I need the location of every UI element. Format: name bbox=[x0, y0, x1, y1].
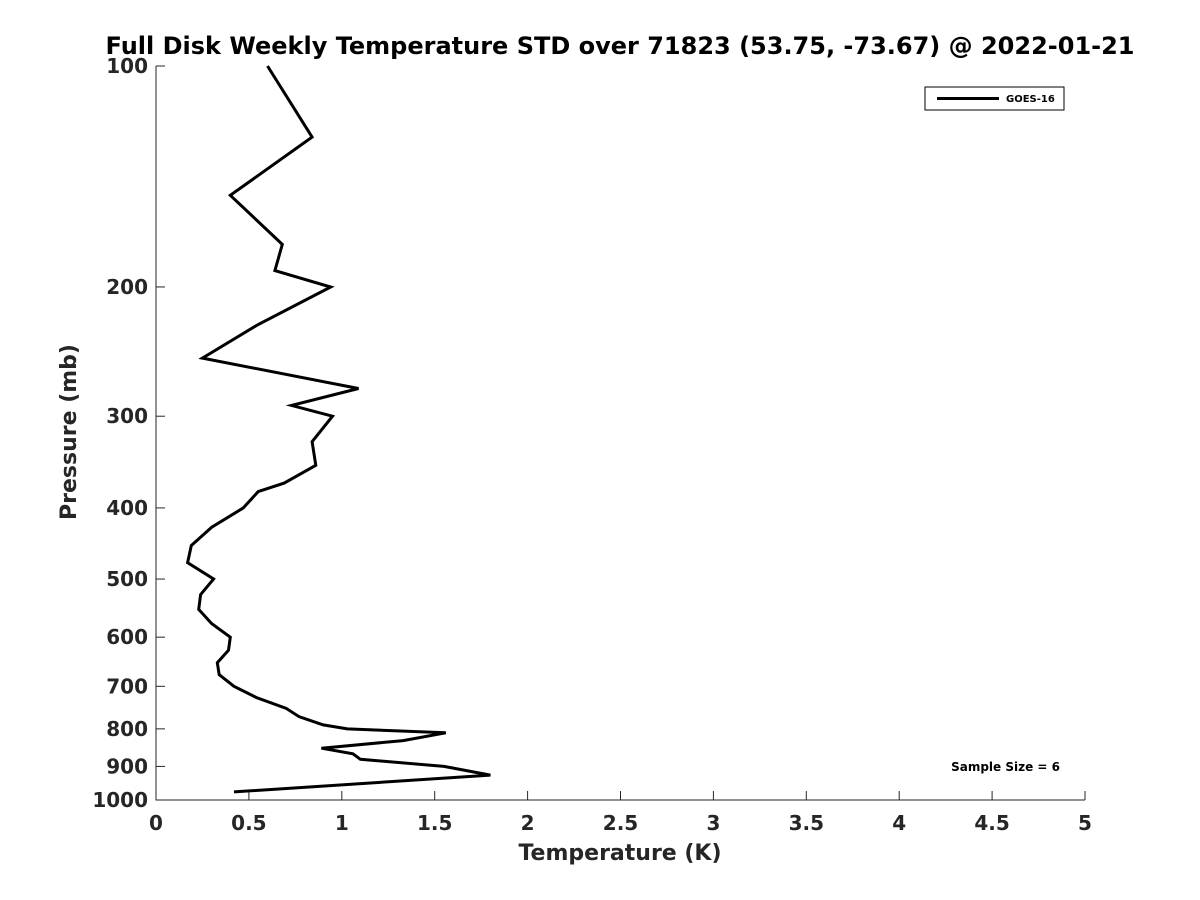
y-tick-label: 400 bbox=[106, 496, 148, 520]
x-tick-label: 4 bbox=[892, 811, 906, 835]
y-tick-label: 300 bbox=[106, 404, 148, 428]
series-layer bbox=[185, 65, 491, 794]
x-tick-label: 0.5 bbox=[231, 811, 266, 835]
sample-size-annotation: Sample Size = 6 bbox=[951, 760, 1060, 774]
y-tick-label: 700 bbox=[106, 674, 148, 698]
y-tick-label: 900 bbox=[106, 754, 148, 778]
y-tick-label: 200 bbox=[106, 275, 148, 299]
x-tick-label: 5 bbox=[1078, 811, 1092, 835]
y-tick-label: 500 bbox=[106, 567, 148, 591]
x-tick-label: 2 bbox=[521, 811, 535, 835]
y-tick-label: 100 bbox=[106, 54, 148, 78]
x-tick-label: 2.5 bbox=[603, 811, 638, 835]
x-tick-label: 0 bbox=[149, 811, 163, 835]
y-axis-ticks: 100 200 300 400 500 600 700 800 900 1000 bbox=[92, 54, 165, 812]
y-axis-label: Pressure (mb) bbox=[57, 344, 82, 520]
x-tick-label: 1.5 bbox=[417, 811, 452, 835]
y-tick-label: 1000 bbox=[92, 788, 148, 812]
x-axis-label: Temperature (K) bbox=[518, 841, 721, 866]
series-line-goes-16 bbox=[185, 65, 491, 794]
legend[interactable]: GOES-16 bbox=[924, 86, 1065, 111]
legend-label-goes16: GOES-16 bbox=[1006, 94, 1055, 105]
y-tick-label: 600 bbox=[106, 625, 148, 649]
axis-lines bbox=[155, 66, 1085, 801]
y-tick-label: 800 bbox=[106, 717, 148, 741]
chart-title: Full Disk Weekly Temperature STD over 71… bbox=[106, 32, 1135, 60]
x-tick-label: 4.5 bbox=[974, 811, 1009, 835]
x-tick-label: 3.5 bbox=[789, 811, 824, 835]
plot-area: 0 0.5 1 1.5 2 2.5 3 3.5 4 4.5 5 100 200 300 400 500 600… bbox=[92, 54, 1092, 835]
x-axis-ticks: 0 0.5 1 1.5 2 2.5 3 3.5 4 4.5 5 bbox=[149, 791, 1092, 835]
x-tick-label: 3 bbox=[706, 811, 720, 835]
x-tick-label: 1 bbox=[335, 811, 349, 835]
